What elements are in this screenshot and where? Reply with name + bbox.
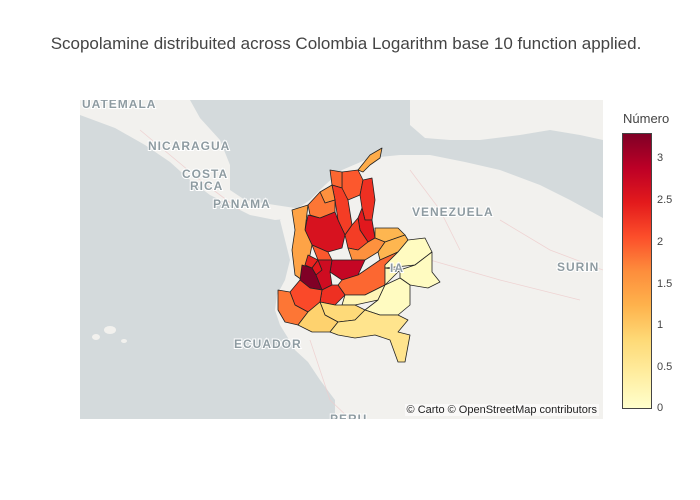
colorbar-tick-label: 2.5 <box>657 193 673 206</box>
colorbar-tick-label: 3 <box>657 152 664 165</box>
colorbar-tick-label: 1 <box>657 319 664 332</box>
label-peru: PERU <box>330 412 367 419</box>
galapagos-island-1 <box>104 326 116 334</box>
chart-title: Scopolamine distribuited across Colombia… <box>50 34 642 53</box>
label-venezuela: VENEZUELA <box>412 205 494 219</box>
label-rica: RICA <box>190 179 223 193</box>
map-canvas[interactable]: UATEMALA NICARAGUA COSTA RICA PANAMA VEN… <box>80 100 603 419</box>
label-nicaragua: NICARAGUA <box>148 139 230 153</box>
country-labels: UATEMALA NICARAGUA COSTA RICA PANAMA VEN… <box>81 100 599 419</box>
colorbar <box>622 133 652 409</box>
island-layer <box>92 326 127 343</box>
map-attribution[interactable]: © Carto © OpenStreetMap contributors <box>404 404 599 416</box>
galapagos-island-3 <box>121 339 127 343</box>
colorbar-tick-label: 2 <box>657 235 664 248</box>
label-costa: COSTA <box>182 167 228 181</box>
region-layer <box>277 147 441 363</box>
central-america-land <box>80 100 310 220</box>
colorbar-tick-label: 0.5 <box>657 361 673 374</box>
region-amazonas[interactable] <box>329 309 411 363</box>
region-putumayo[interactable] <box>297 301 339 333</box>
region-cordoba[interactable] <box>307 191 336 219</box>
region-guajira[interactable] <box>357 147 383 173</box>
label-panama: PANAMA <box>213 197 271 211</box>
map-area[interactable]: UATEMALA NICARAGUA COSTA RICA PANAMA VEN… <box>80 100 603 419</box>
caribbean-land-1 <box>410 100 603 140</box>
colorbar-tick-label: 0 <box>657 402 664 414</box>
colorbar-title: Número <box>623 111 670 126</box>
label-suriname: SURIN <box>557 260 599 274</box>
label-colombia: IA <box>390 261 404 275</box>
label-guatemala: UATEMALA <box>82 100 156 111</box>
label-ecuador: ECUADOR <box>234 337 302 351</box>
galapagos-island-2 <box>92 334 100 340</box>
colorbar-tick-label: 1.5 <box>657 277 673 290</box>
